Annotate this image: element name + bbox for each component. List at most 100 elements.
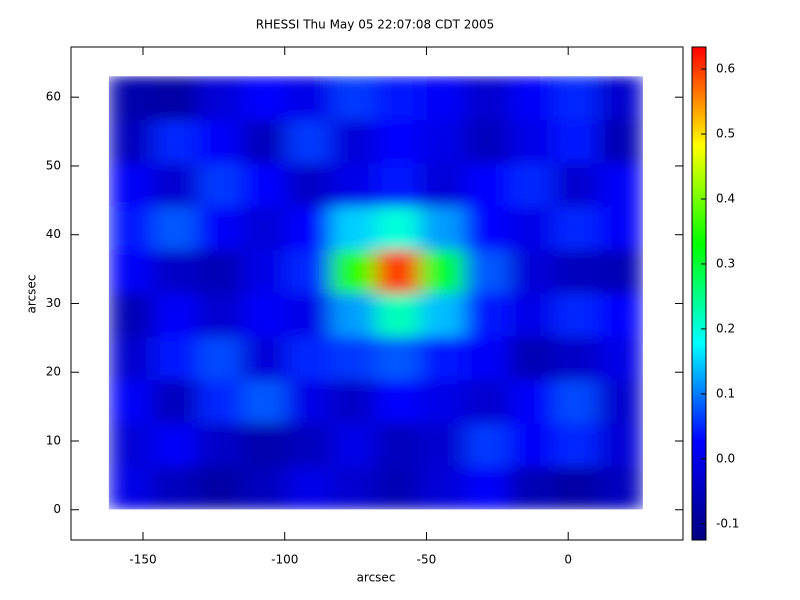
heatmap-cell xyxy=(508,335,555,380)
plot-frame xyxy=(70,46,684,541)
y-tick-label: 30 xyxy=(46,296,61,310)
heatmap-cell xyxy=(553,378,599,424)
colorbar-tick-label: 0.5 xyxy=(716,127,735,141)
x-tick-label: 0 xyxy=(564,553,572,567)
heatmap-cell xyxy=(330,422,377,467)
heatmap-cell xyxy=(508,76,555,121)
y-tick-label: 10 xyxy=(46,433,61,447)
colorbar-tick-label: 0.6 xyxy=(716,62,735,76)
heatmap-cell xyxy=(553,422,599,467)
heatmap-cell xyxy=(241,422,288,467)
heatmap-cell xyxy=(464,162,510,207)
heatmap-cell xyxy=(286,119,332,164)
heatmap-cell xyxy=(330,248,377,294)
heatmap-cell xyxy=(464,422,510,467)
heatmap-cell xyxy=(553,119,599,164)
heatmap-cell xyxy=(197,292,243,337)
colorbar-tick-label: 0.1 xyxy=(716,386,735,400)
heatmap-cell xyxy=(508,465,555,510)
heatmap-cell xyxy=(464,335,510,380)
heatmap-cell xyxy=(197,378,243,424)
x-tick-label: -100 xyxy=(271,553,298,567)
heatmap-cell xyxy=(375,378,421,424)
heatmap-cell xyxy=(241,465,288,510)
heatmap-cell xyxy=(152,465,199,510)
heatmap-cell xyxy=(241,335,288,380)
heatmap-cells xyxy=(108,76,643,510)
heatmap-cell xyxy=(553,335,599,380)
heatmap-cell xyxy=(375,76,421,121)
heatmap-cell xyxy=(241,292,288,337)
heatmap-cell xyxy=(330,205,377,250)
heatmap-cell xyxy=(597,205,643,250)
heatmap-cell xyxy=(553,292,599,337)
heatmap-cell xyxy=(197,76,243,121)
heatmap-cell xyxy=(597,248,643,294)
heatmap-cell xyxy=(464,378,510,424)
y-tick-label: 60 xyxy=(46,90,61,104)
heatmap-cell xyxy=(553,248,599,294)
heatmap-cell xyxy=(108,76,154,121)
heatmap-cell xyxy=(286,162,332,207)
colorbar-tick-label: 0.2 xyxy=(716,321,735,335)
heatmap-cell xyxy=(464,292,510,337)
heatmap-cell xyxy=(286,292,332,337)
heatmap-cell xyxy=(375,248,421,294)
heatmap-cell xyxy=(419,422,466,467)
heatmap-cell xyxy=(241,76,288,121)
heatmap-cell xyxy=(152,76,199,121)
heatmap-cell xyxy=(108,335,154,380)
heatmap-cell xyxy=(375,162,421,207)
heatmap-cell xyxy=(108,162,154,207)
heatmap-cell xyxy=(419,119,466,164)
heatmap-cell xyxy=(464,205,510,250)
heatmap-cell xyxy=(152,119,199,164)
heatmap-cell xyxy=(330,162,377,207)
heatmap-cell xyxy=(152,335,199,380)
heatmap-cell xyxy=(419,292,466,337)
colorbar-tick-label: 0.3 xyxy=(716,256,735,270)
heatmap-cell xyxy=(286,205,332,250)
heatmap-cell xyxy=(241,162,288,207)
heatmap-cell xyxy=(286,248,332,294)
heatmap-cell xyxy=(419,465,466,510)
heatmap-cell xyxy=(375,292,421,337)
heatmap-cell xyxy=(197,248,243,294)
heatmap-cell xyxy=(375,119,421,164)
colorbar-tick-label: 0.4 xyxy=(716,191,735,205)
heatmap-cell xyxy=(241,378,288,424)
y-axis-label: arcsec xyxy=(25,275,39,314)
heatmap-cell xyxy=(152,422,199,467)
heatmap-cell xyxy=(597,292,643,337)
heatmap-cell xyxy=(375,205,421,250)
colorbar-tick-label: -0.1 xyxy=(716,516,739,530)
heatmap-cell xyxy=(197,205,243,250)
heatmap-cell xyxy=(597,335,643,380)
heatmap-cell xyxy=(419,335,466,380)
heatmap-cell xyxy=(241,119,288,164)
heatmap-cell xyxy=(152,378,199,424)
heatmap-cell xyxy=(597,422,643,467)
heatmap-cell xyxy=(286,76,332,121)
heatmap-cell xyxy=(286,378,332,424)
heatmap-cell xyxy=(197,335,243,380)
heatmap-cell xyxy=(152,248,199,294)
heatmap-cell xyxy=(597,162,643,207)
heatmap-cell xyxy=(508,422,555,467)
heatmap-cell xyxy=(508,292,555,337)
heatmap-cell xyxy=(197,422,243,467)
heatmap-cell xyxy=(108,465,154,510)
heatmap-cell xyxy=(553,76,599,121)
y-tick-label: 0 xyxy=(53,502,61,516)
heatmap-cell xyxy=(464,465,510,510)
heatmap-cell xyxy=(286,465,332,510)
heatmap-cell xyxy=(197,162,243,207)
y-tick-label: 40 xyxy=(46,227,61,241)
heatmap-cell xyxy=(419,248,466,294)
heatmap-cell xyxy=(197,119,243,164)
heatmap-cell xyxy=(241,205,288,250)
heatmap-cell xyxy=(597,378,643,424)
heatmap-cell xyxy=(597,119,643,164)
heatmap-cell xyxy=(553,465,599,510)
